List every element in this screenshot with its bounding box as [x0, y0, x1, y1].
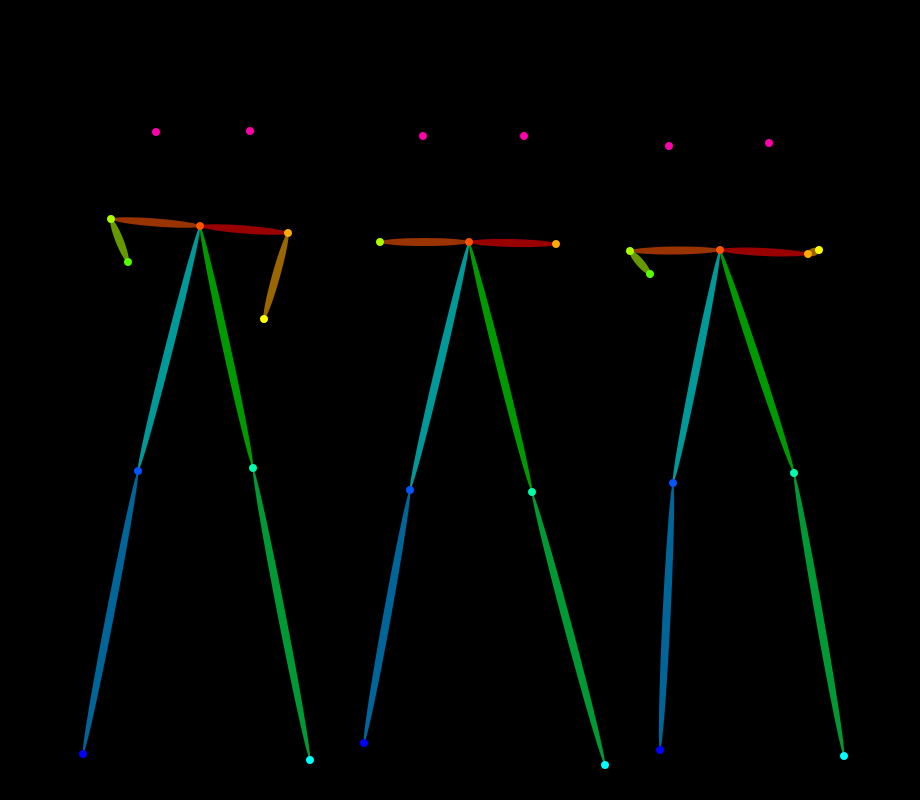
eye — [765, 139, 773, 147]
limb — [793, 472, 845, 757]
joint — [284, 229, 292, 237]
joint — [79, 750, 87, 758]
joint — [804, 250, 812, 258]
joint — [306, 756, 314, 764]
limb — [263, 232, 289, 320]
joint — [260, 315, 268, 323]
joint — [196, 222, 204, 230]
limb — [719, 249, 795, 474]
joint — [716, 246, 724, 254]
joint — [107, 215, 115, 223]
joint — [646, 270, 654, 278]
joint — [815, 246, 823, 254]
joint — [134, 467, 142, 475]
limb — [380, 238, 469, 246]
joint — [656, 746, 664, 754]
joint — [406, 486, 414, 494]
eye — [246, 127, 254, 135]
joint — [465, 238, 473, 246]
joint — [840, 752, 848, 760]
limb — [672, 249, 721, 484]
limb — [199, 225, 254, 469]
limb — [629, 250, 651, 275]
limb — [363, 489, 411, 744]
limb — [468, 238, 557, 248]
joint — [528, 488, 536, 496]
limb — [110, 218, 129, 263]
joint — [376, 238, 384, 246]
joint — [124, 258, 132, 266]
joint — [601, 761, 609, 769]
limb — [137, 225, 201, 472]
limb — [630, 246, 721, 255]
limb — [468, 241, 533, 493]
eye — [520, 132, 528, 140]
limb — [409, 241, 470, 491]
eye — [665, 142, 673, 150]
limb — [252, 467, 311, 761]
joint — [249, 464, 257, 472]
limb — [658, 482, 675, 751]
limb — [199, 224, 289, 235]
joint — [552, 240, 560, 248]
limb — [110, 217, 201, 228]
limb — [82, 470, 139, 755]
joint — [360, 739, 368, 747]
limb — [719, 247, 809, 257]
eye — [419, 132, 427, 140]
joint — [626, 247, 634, 255]
joint — [669, 479, 677, 487]
limb — [531, 491, 606, 766]
eye — [152, 128, 160, 136]
joint — [790, 469, 798, 477]
